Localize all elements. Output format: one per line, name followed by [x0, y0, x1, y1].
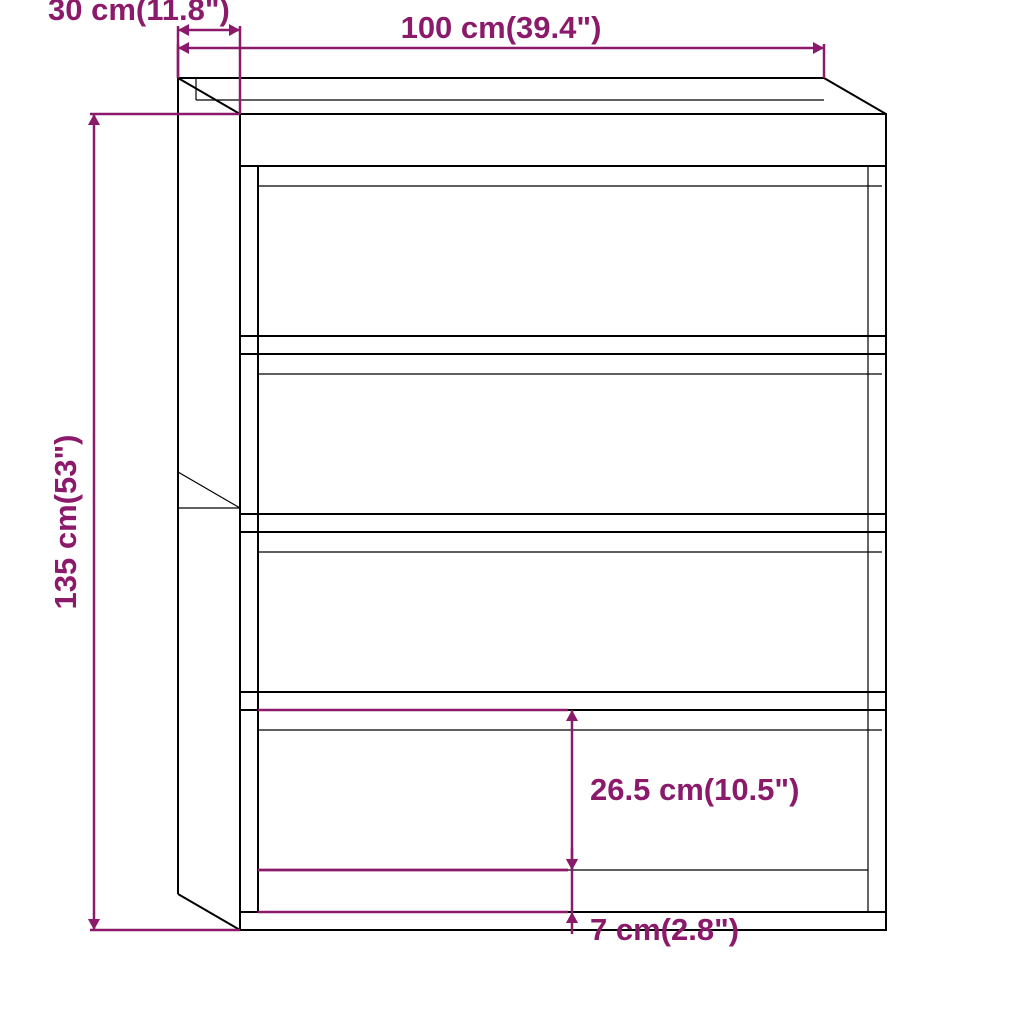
- dim-depth-label: 30 cm(11.8"): [48, 0, 230, 27]
- dim-plinth-label: 7 cm(2.8"): [590, 912, 739, 947]
- front-outline: [240, 114, 886, 930]
- dim-shelfgap-label: 26.5 cm(10.5"): [590, 772, 799, 807]
- dim-width-label: 100 cm(39.4"): [401, 10, 602, 45]
- dim-height-label: 135 cm(53"): [48, 435, 83, 610]
